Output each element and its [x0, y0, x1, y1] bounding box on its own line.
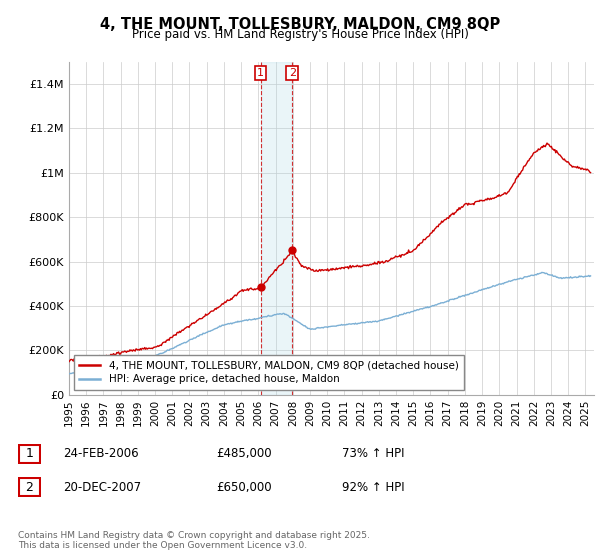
- Text: 1: 1: [257, 68, 264, 78]
- Text: £485,000: £485,000: [216, 447, 272, 460]
- Text: 24-FEB-2006: 24-FEB-2006: [63, 447, 139, 460]
- Text: 20-DEC-2007: 20-DEC-2007: [63, 480, 141, 494]
- Legend: 4, THE MOUNT, TOLLESBURY, MALDON, CM9 8QP (detached house), HPI: Average price, : 4, THE MOUNT, TOLLESBURY, MALDON, CM9 8Q…: [74, 355, 464, 390]
- Bar: [260, 62, 292, 395]
- Text: Price paid vs. HM Land Registry's House Price Index (HPI): Price paid vs. HM Land Registry's House …: [131, 28, 469, 41]
- Text: 1: 1: [25, 447, 34, 460]
- Text: 2: 2: [289, 68, 296, 78]
- Text: 2: 2: [25, 480, 34, 494]
- Text: 73% ↑ HPI: 73% ↑ HPI: [342, 447, 404, 460]
- Text: Contains HM Land Registry data © Crown copyright and database right 2025.
This d: Contains HM Land Registry data © Crown c…: [18, 530, 370, 550]
- Text: 4, THE MOUNT, TOLLESBURY, MALDON, CM9 8QP: 4, THE MOUNT, TOLLESBURY, MALDON, CM9 8Q…: [100, 17, 500, 32]
- Text: 92% ↑ HPI: 92% ↑ HPI: [342, 480, 404, 494]
- Text: £650,000: £650,000: [216, 480, 272, 494]
